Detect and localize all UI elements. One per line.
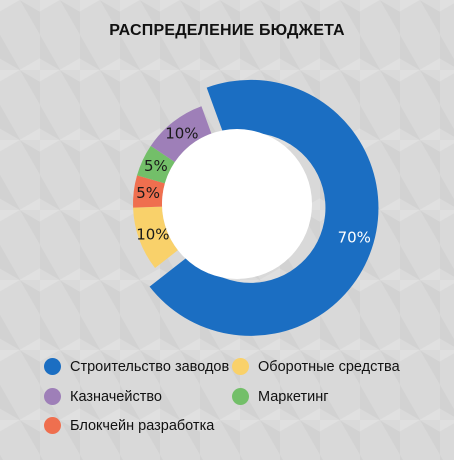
chart-title: РАСПРЕДЕЛЕНИЕ БЮДЖЕТА <box>109 22 345 39</box>
legend-swatch-2 <box>44 388 61 405</box>
slice-1 <box>133 206 178 269</box>
donut-hole <box>162 129 312 279</box>
slice-label-4: 10% <box>165 124 198 142</box>
legend-label-0: Строительство заводов <box>70 358 230 375</box>
legend-item-2: Казначейство <box>44 388 162 405</box>
legend-label-2: Казначейство <box>70 388 162 405</box>
legend-label-4: Блокчейн разработка <box>70 417 215 434</box>
legend-label-1: Оборотные средства <box>258 358 400 375</box>
slice-4 <box>150 106 212 163</box>
slice-label-2: 5% <box>136 184 160 202</box>
legend-label-3: Маркетинг <box>258 388 329 405</box>
legend-item-1: Оборотные средства <box>232 358 400 375</box>
legend-swatch-4 <box>44 417 61 434</box>
donut-slices <box>133 79 379 336</box>
legend-swatch-1 <box>232 358 249 375</box>
legend-item-3: Маркетинг <box>232 388 329 405</box>
slice-label-3: 5% <box>144 157 168 175</box>
legend-swatch-3 <box>232 388 249 405</box>
legend-swatch-0 <box>44 358 61 375</box>
slice-3 <box>137 145 175 184</box>
legend-item-0: Строительство заводов <box>44 358 229 375</box>
donut-labels: 70% 10% 5% 5% 10% <box>136 124 371 246</box>
slice-label-0: 70% <box>338 229 371 247</box>
slice-label-1: 10% <box>136 226 169 244</box>
legend-item-4: Блокчейн разработка <box>44 417 214 434</box>
slice-2 <box>133 175 165 208</box>
